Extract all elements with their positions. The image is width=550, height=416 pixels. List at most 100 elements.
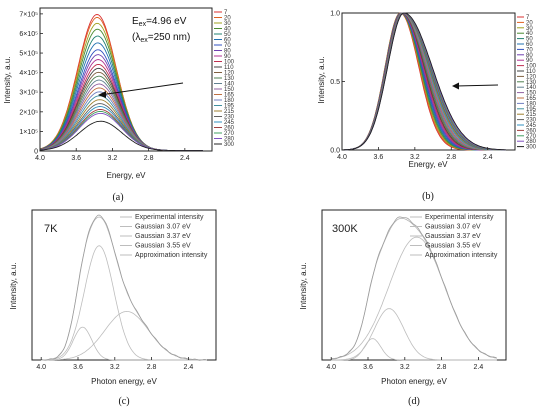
- legend-label: 7: [526, 15, 530, 21]
- legend-label: 40: [526, 31, 533, 37]
- y-tick-label: 5×10⁵: [19, 51, 38, 58]
- legend-label: 20: [526, 20, 533, 26]
- panel-a-x-ticks: 4.0 3.6 3.2 2.8 2.4: [35, 148, 190, 162]
- legend-label: 215: [526, 112, 537, 118]
- panel-b: 4.0 3.6 3.2 2.8 2.4 0.0 0.5 1.0 72030405060708…: [317, 11, 537, 203]
- panel-b-y-ticks: 0.0 0.5 1.0: [330, 11, 345, 155]
- legend-label: Approximation intensity: [425, 252, 498, 259]
- panel-d-xlabel: Photon energy, eV: [381, 377, 447, 386]
- panel-c-label: 7K: [44, 223, 58, 235]
- x-tick-label: 2.8: [437, 364, 447, 371]
- panel-d-curves: [331, 216, 497, 361]
- panel-c-x-ticks: 4.0 3.6 3.2 2.8 2.4: [36, 357, 193, 371]
- panel-b-arrow: [455, 84, 499, 87]
- x-tick-label: 2.8: [446, 154, 456, 161]
- x-tick-label: 2.8: [147, 364, 157, 371]
- panel-d: 4.0 3.6 3.2 2.8 2.4 Experimental intensity Ga…: [299, 209, 507, 407]
- legend-label: 245: [224, 120, 235, 126]
- legend-label: 60: [224, 38, 231, 44]
- x-tick-label: 3.6: [73, 364, 83, 371]
- experimental-intensity-line: [331, 216, 497, 360]
- y-tick-label: 1×10⁵: [19, 129, 38, 136]
- panel-b-caption: (b): [422, 191, 434, 202]
- legend-label: 150: [526, 91, 537, 97]
- legend-label: Gaussian 3.55 eV: [135, 243, 191, 250]
- gaussian-component-line: [41, 310, 207, 361]
- panel-b-ylabel: Intensity, a.u.: [317, 57, 326, 104]
- legend-label: 100: [526, 64, 537, 70]
- legend-label: 30: [224, 21, 231, 27]
- gaussian-component-line: [331, 308, 497, 361]
- y-tick-label: 1.0: [330, 11, 340, 18]
- legend-label: 140: [526, 85, 537, 91]
- panel-d-caption: (d): [408, 396, 420, 407]
- panel-d-ylabel: Intensity, a.u.: [299, 263, 308, 310]
- panel-a-y-ticks: 0 1×10⁵ 2×10⁵ 3×10⁵ 4×10⁵ 5×10⁵ 6×10⁵ 7×10⁵: [19, 11, 43, 156]
- legend-label: 195: [526, 107, 537, 113]
- legend-label: 80: [526, 53, 533, 59]
- legend-label: 180: [224, 98, 235, 104]
- legend-label: 140: [224, 82, 235, 88]
- panel-c-legend: Experimental intensity Gaussian 3.07 eV Ga…: [120, 214, 208, 259]
- legend-label: 260: [224, 126, 235, 132]
- panel-b-arrowhead-icon: [452, 82, 459, 90]
- gaussian-component-line: [41, 326, 207, 361]
- legend-label: 30: [526, 26, 533, 32]
- panel-c-xlabel: Photon energy, eV: [91, 377, 157, 386]
- x-tick-label: 3.6: [71, 155, 81, 162]
- panel-a-annotation-wavelength: (λex=250 nm): [132, 32, 190, 44]
- legend-label: 150: [224, 87, 235, 93]
- legend-label: 280: [526, 139, 537, 145]
- legend-label: 120: [526, 74, 537, 80]
- panel-c: 4.0 3.6 3.2 2.8 2.4 Experimental intensity Ga…: [9, 209, 217, 407]
- experimental-intensity-line: [41, 214, 207, 361]
- legend-label: 165: [526, 96, 537, 102]
- legend-label: 215: [224, 109, 235, 115]
- legend-label: 70: [224, 43, 231, 49]
- y-tick-label: 4×10⁵: [19, 70, 38, 77]
- legend-label: 100: [224, 60, 235, 66]
- panel-c-ylabel: Intensity, a.u.: [9, 263, 18, 310]
- panel-a-annotation-energy: Eex=4.96 eV: [132, 16, 187, 28]
- x-tick-label: 2.4: [474, 364, 484, 371]
- legend-label: 260: [526, 128, 537, 134]
- legend-label: 270: [526, 134, 537, 140]
- x-tick-label: 2.4: [180, 155, 190, 162]
- legend-label: Gaussian 3.07 eV: [425, 224, 481, 231]
- x-tick-label: 2.8: [144, 155, 154, 162]
- x-tick-label: 3.2: [108, 155, 118, 162]
- panel-a-xlabel: Energy, eV: [107, 171, 147, 180]
- legend-label: 7: [224, 10, 228, 16]
- legend-label: 180: [526, 101, 537, 107]
- legend-label: Gaussian 3.07 eV: [135, 224, 191, 231]
- panel-b-curves: [342, 12, 506, 151]
- x-tick-label: 2.4: [184, 364, 194, 371]
- gaussian-component-line: [331, 338, 497, 361]
- panel-b-legend: 7203040506070809010011012013014015016518…: [517, 15, 537, 151]
- legend-label: 130: [224, 76, 235, 82]
- x-tick-label: 4.0: [337, 154, 347, 161]
- legend-label: 230: [224, 115, 235, 121]
- y-tick-label: 0.5: [330, 79, 340, 86]
- legend-label: 50: [526, 37, 533, 43]
- y-tick-label: 2×10⁵: [19, 109, 38, 116]
- legend-label: 70: [526, 47, 533, 53]
- panel-a-arrow: [99, 82, 184, 96]
- legend-label: 110: [224, 65, 234, 71]
- legend-label: 60: [526, 42, 533, 48]
- legend-label: 245: [526, 123, 537, 129]
- legend-label: 110: [526, 69, 536, 75]
- x-tick-label: 3.6: [363, 364, 373, 371]
- y-tick-label: 3×10⁵: [19, 90, 38, 97]
- panel-d-legend: Experimental intensity Gaussian 3.07 eV Ga…: [410, 214, 498, 259]
- panel-c-caption: (c): [118, 396, 129, 407]
- panel-c-curves: [41, 214, 207, 361]
- x-tick-label: 3.2: [410, 154, 420, 161]
- legend-label: 120: [224, 71, 235, 77]
- legend-label: Gaussian 3.37 eV: [135, 233, 191, 240]
- panel-a-caption: (a): [112, 192, 123, 203]
- legend-label: 90: [224, 54, 231, 60]
- x-tick-label: 3.2: [400, 364, 410, 371]
- panel-a-arrowhead-icon: [98, 91, 106, 98]
